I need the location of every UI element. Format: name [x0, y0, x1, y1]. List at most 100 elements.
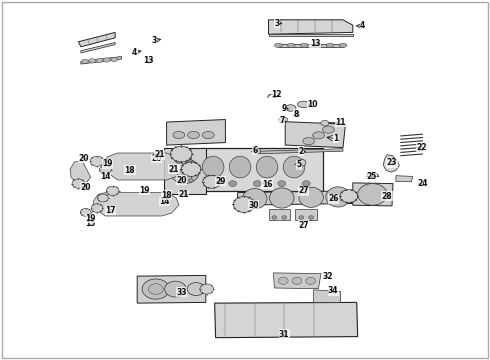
Bar: [294, 112, 299, 116]
Ellipse shape: [292, 277, 302, 284]
Text: 33: 33: [176, 288, 187, 297]
Text: 32: 32: [322, 272, 333, 281]
Text: 2: 2: [299, 147, 304, 156]
Ellipse shape: [103, 58, 110, 62]
Ellipse shape: [326, 43, 334, 48]
Ellipse shape: [203, 175, 220, 188]
Text: 20: 20: [78, 154, 89, 163]
Ellipse shape: [299, 159, 306, 166]
Ellipse shape: [202, 156, 224, 178]
Text: 7: 7: [279, 116, 284, 125]
Text: 18: 18: [124, 166, 135, 175]
Ellipse shape: [321, 120, 329, 126]
Ellipse shape: [200, 284, 214, 294]
Ellipse shape: [173, 131, 185, 139]
Ellipse shape: [176, 160, 181, 163]
Ellipse shape: [91, 204, 103, 212]
Polygon shape: [93, 193, 179, 216]
Text: 28: 28: [382, 192, 392, 201]
Ellipse shape: [279, 117, 288, 122]
Ellipse shape: [303, 138, 315, 145]
Polygon shape: [137, 275, 206, 303]
Text: 3: 3: [152, 36, 157, 45]
Ellipse shape: [302, 181, 310, 186]
Ellipse shape: [278, 181, 286, 186]
Ellipse shape: [187, 283, 205, 296]
Ellipse shape: [282, 216, 287, 219]
Ellipse shape: [300, 43, 308, 48]
Text: 20: 20: [176, 176, 187, 185]
Ellipse shape: [80, 208, 91, 216]
Ellipse shape: [90, 156, 104, 166]
Ellipse shape: [229, 181, 237, 186]
Ellipse shape: [299, 216, 304, 219]
Ellipse shape: [188, 179, 193, 182]
Text: 22: 22: [416, 143, 427, 152]
Ellipse shape: [181, 162, 201, 176]
Polygon shape: [269, 34, 353, 36]
Ellipse shape: [165, 281, 186, 297]
Ellipse shape: [229, 156, 251, 178]
Ellipse shape: [106, 186, 119, 195]
Text: 27: 27: [298, 186, 309, 195]
Text: 4: 4: [132, 48, 137, 57]
Ellipse shape: [313, 43, 321, 48]
Ellipse shape: [285, 105, 296, 111]
Ellipse shape: [283, 156, 305, 178]
Ellipse shape: [176, 179, 181, 182]
Polygon shape: [70, 161, 91, 184]
Polygon shape: [260, 149, 343, 154]
Text: 27: 27: [298, 220, 309, 230]
Polygon shape: [314, 290, 341, 302]
Text: 16: 16: [262, 180, 272, 189]
Text: 19: 19: [139, 186, 150, 195]
Ellipse shape: [204, 181, 212, 186]
Ellipse shape: [299, 187, 323, 207]
Text: 14: 14: [159, 197, 170, 206]
Text: 21: 21: [169, 165, 179, 174]
Ellipse shape: [96, 58, 103, 63]
Polygon shape: [103, 153, 184, 180]
Polygon shape: [81, 42, 115, 53]
Ellipse shape: [188, 131, 199, 139]
Text: 26: 26: [328, 194, 339, 203]
Text: 30: 30: [248, 201, 259, 210]
Ellipse shape: [81, 59, 88, 63]
Ellipse shape: [270, 188, 294, 208]
Polygon shape: [269, 209, 290, 220]
Ellipse shape: [253, 181, 261, 186]
Text: 1: 1: [333, 134, 338, 143]
Ellipse shape: [309, 216, 314, 219]
Ellipse shape: [306, 277, 316, 284]
Ellipse shape: [148, 284, 163, 294]
Text: 13: 13: [310, 39, 320, 48]
Polygon shape: [167, 120, 225, 145]
Text: 6: 6: [252, 146, 257, 155]
Text: 34: 34: [328, 287, 339, 295]
Ellipse shape: [256, 156, 278, 178]
Text: 14: 14: [100, 172, 111, 181]
Text: 4: 4: [360, 22, 365, 31]
Polygon shape: [285, 122, 345, 148]
Polygon shape: [81, 57, 122, 64]
Ellipse shape: [313, 132, 324, 139]
Text: 21: 21: [154, 150, 165, 159]
Ellipse shape: [243, 189, 267, 209]
Ellipse shape: [188, 160, 193, 163]
Ellipse shape: [326, 187, 350, 207]
Ellipse shape: [322, 126, 334, 133]
Ellipse shape: [297, 101, 310, 108]
Text: 23: 23: [387, 158, 397, 167]
Ellipse shape: [339, 43, 347, 48]
Ellipse shape: [72, 179, 85, 188]
Polygon shape: [273, 273, 321, 289]
Text: 18: 18: [161, 191, 172, 199]
Text: 20: 20: [151, 154, 162, 163]
Text: 21: 21: [178, 190, 189, 199]
Text: 10: 10: [307, 100, 318, 109]
Text: 20: 20: [80, 183, 91, 192]
Polygon shape: [383, 155, 399, 172]
Polygon shape: [295, 209, 317, 220]
Text: 9: 9: [282, 104, 287, 113]
Text: 31: 31: [279, 330, 290, 338]
